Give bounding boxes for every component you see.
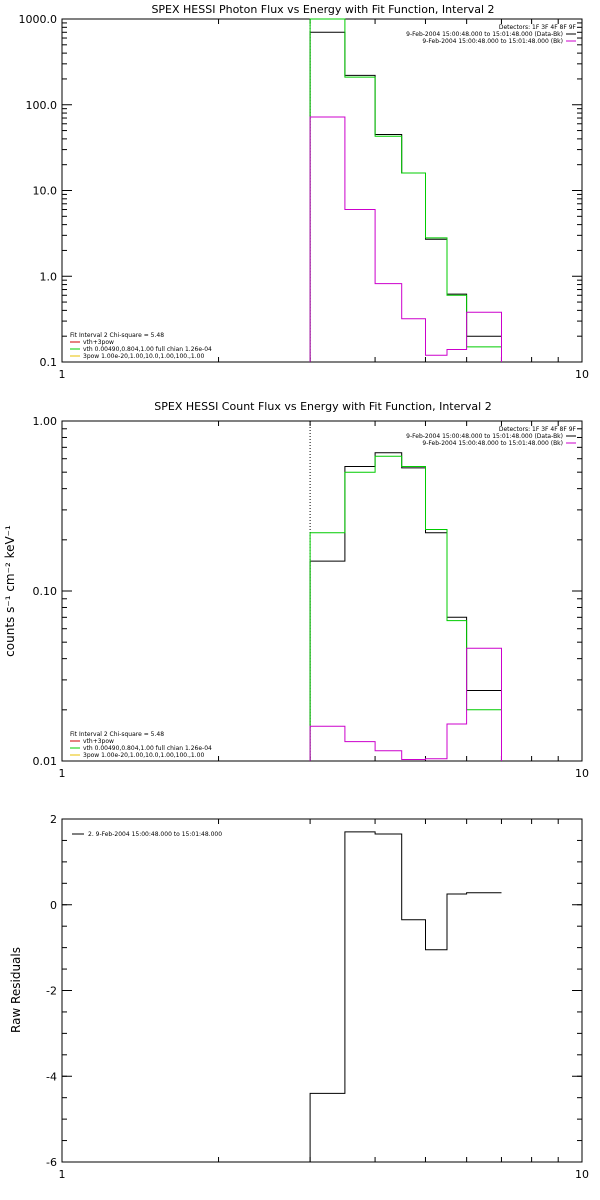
y-tick-label: 1.00 bbox=[33, 415, 58, 428]
x-tick-label: 10 bbox=[575, 368, 589, 381]
x-tick-label: 10 bbox=[575, 767, 589, 780]
y-tick-label: 10.0 bbox=[33, 185, 58, 198]
x-tick-label: 10 bbox=[575, 1168, 589, 1181]
legend-label: Detectors: 1F 3F 4F 8F 9F bbox=[499, 24, 577, 31]
series-line bbox=[309, 647, 502, 761]
x-tick-label: 1 bbox=[59, 368, 66, 381]
series-line bbox=[309, 831, 502, 1162]
photon-flux-panel: SPEX HESSI Photon Flux vs Energy with Fi… bbox=[19, 3, 590, 381]
y-axis-label: Raw Residuals bbox=[9, 947, 23, 1033]
legend-label: vth 0.00490,0.804,1.00 full chian 1.26e-… bbox=[83, 346, 212, 353]
legend-label: vth+3pow bbox=[83, 738, 114, 745]
y-tick-label: 0.01 bbox=[33, 755, 58, 768]
x-tick-label: 1 bbox=[59, 1168, 66, 1181]
residuals-panel: Raw Residuals 1 10 -6 -4 -2 0 2 2. 9-Feb-2004 1… bbox=[9, 813, 589, 1181]
series-line bbox=[309, 116, 502, 362]
legend-label: vth+3pow bbox=[83, 339, 114, 346]
plot-frame bbox=[61, 420, 583, 762]
legend-label: 9-Feb-2004 15:00:48.000 to 15:01:48.000 … bbox=[422, 440, 563, 447]
legend-label: 9-Feb-2004 15:00:48.000 to 15:01:48.000 … bbox=[406, 433, 563, 440]
legend-label: 9-Feb-2004 15:00:48.000 to 15:01:48.000 … bbox=[406, 31, 563, 38]
y-tick-label: 1.0 bbox=[40, 270, 58, 283]
x-tick-label: 1 bbox=[59, 767, 66, 780]
legend-label: Fit Interval 2 Chi-square = 5.48 bbox=[70, 332, 164, 339]
count-flux-panel: SPEX HESSI Count Flux vs Energy with Fit… bbox=[3, 400, 589, 780]
y-tick-label: 0.10 bbox=[33, 585, 58, 598]
series-line bbox=[309, 18, 502, 362]
legend-label: 3pow 1.00e-20,1.00,10.0,1.00,100.,1.00 bbox=[83, 353, 204, 360]
legend-label: Detectors: 1F 3F 4F 8F 9F bbox=[499, 426, 577, 433]
y-tick-label: 0 bbox=[50, 899, 57, 912]
series-line bbox=[309, 455, 502, 761]
legend-label: 3pow 1.00e-20,1.00,10.0,1.00,100.,1.00 bbox=[83, 752, 204, 759]
y-tick-label: 2 bbox=[50, 813, 57, 826]
y-tick-label: -6 bbox=[46, 1156, 57, 1169]
y-tick-label: -4 bbox=[46, 1070, 57, 1083]
y-tick-label: 1000.0 bbox=[19, 13, 58, 26]
chart-title: SPEX HESSI Count Flux vs Energy with Fit… bbox=[154, 400, 491, 413]
legend-label: Fit Interval 2 Chi-square = 5.48 bbox=[70, 731, 164, 738]
y-axis-label: counts s⁻¹ cm⁻² keV⁻¹ bbox=[3, 525, 17, 657]
legend-label: 9-Feb-2004 15:00:48.000 to 15:01:48.000 … bbox=[422, 38, 563, 45]
series-line bbox=[309, 452, 502, 761]
y-tick-label: -2 bbox=[46, 985, 57, 998]
y-tick-label: 0.1 bbox=[40, 356, 58, 369]
legend-label: 2. 9-Feb-2004 15:00:48.000 to 15:01:48.0… bbox=[88, 831, 222, 838]
plot-frame bbox=[61, 818, 583, 1163]
plot-frame bbox=[61, 18, 583, 363]
y-tick-label: 100.0 bbox=[26, 99, 58, 112]
legend-label: vth 0.00490,0.804,1.00 full chian 1.26e-… bbox=[83, 745, 212, 752]
chart-title: SPEX HESSI Photon Flux vs Energy with Fi… bbox=[151, 3, 494, 16]
